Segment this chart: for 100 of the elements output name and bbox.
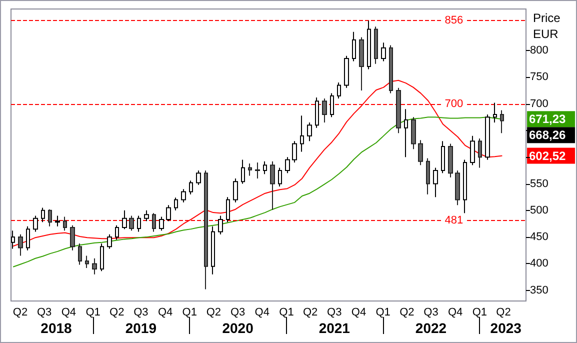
annotation: 671,23	[529, 112, 566, 126]
candlestick	[352, 31, 356, 62]
x-tick-label: Q2	[400, 306, 414, 318]
annotation: 602,52	[529, 148, 566, 163]
candlestick	[411, 116, 416, 150]
candlestick	[485, 114, 490, 160]
x-tick-label: Q2	[110, 306, 124, 318]
candlestick	[196, 170, 201, 186]
candlestick	[129, 215, 134, 232]
candlestick	[263, 160, 267, 175]
y-tick-label: 450	[530, 231, 548, 244]
x-tick-label: Q3	[327, 306, 342, 318]
candlestick	[255, 162, 260, 179]
x-tick-label: Q4	[61, 306, 76, 318]
candlestick	[448, 143, 453, 178]
candlestick	[396, 87, 401, 134]
x2-tick-label: 2022	[415, 320, 447, 336]
candlestick	[381, 42, 386, 62]
x-tick-label: Q3	[37, 306, 52, 318]
candlestick	[315, 96, 319, 128]
line-series	[12, 116, 503, 268]
candlestick	[478, 138, 482, 168]
x2-tick-label: 2020	[222, 320, 254, 336]
x2-tick-label: 2018	[40, 320, 72, 336]
y-tick-label: 800	[530, 44, 548, 57]
candlestick	[226, 196, 230, 223]
candlestick	[241, 159, 245, 184]
candlestick	[292, 140, 297, 163]
candlestick	[144, 210, 149, 222]
x-tick-label: Q2	[302, 306, 318, 318]
candlestick	[418, 140, 423, 166]
candlestick	[218, 215, 223, 235]
x2-tick-label: 2019	[125, 320, 157, 336]
x-tick-label: Q1	[182, 306, 197, 318]
x-tick-label: Q1	[86, 306, 100, 318]
candlestick	[18, 234, 23, 256]
candlestick	[11, 230, 15, 250]
y-axis-title: Price EUR	[533, 11, 561, 41]
candlestick	[359, 36, 364, 92]
x-tick-label: Q4	[448, 306, 463, 318]
candlestick	[270, 160, 275, 210]
candlestick	[137, 215, 141, 232]
candlestick	[204, 170, 208, 290]
candlestick	[189, 180, 193, 195]
candlestick	[248, 163, 252, 176]
candlestick	[493, 102, 497, 123]
y-tick-label: 350	[530, 284, 548, 296]
candlestick	[107, 234, 112, 250]
ref-line-label: 481	[444, 214, 464, 227]
candlestick	[233, 178, 238, 203]
candlestick	[344, 55, 349, 88]
y-tick-label: 700	[530, 98, 548, 110]
candlestick	[500, 110, 504, 134]
x-tick-label: Q2	[496, 306, 511, 318]
candlestick	[455, 170, 460, 206]
x-tick-label: Q4	[254, 306, 270, 318]
x-tick-label: Q3	[424, 306, 438, 318]
candlestick	[122, 210, 127, 230]
candlestick	[181, 188, 186, 203]
candlestick	[115, 224, 119, 240]
candlestick	[78, 242, 82, 266]
candlestick	[174, 197, 178, 211]
ref-line-label: 856	[444, 14, 464, 27]
candlestick	[278, 167, 282, 187]
x2-tick-label: 2021	[318, 320, 350, 336]
y-tick-label: 550	[530, 178, 548, 190]
candlestick	[330, 92, 334, 118]
candlestick	[307, 122, 312, 142]
candlestick	[322, 98, 327, 123]
y-tick-label: 400	[530, 258, 548, 270]
candlestick	[470, 135, 475, 166]
candlestick	[63, 216, 67, 232]
candlestick	[41, 207, 45, 223]
candlestick	[374, 26, 378, 64]
x-tick-label: Q2	[206, 306, 222, 318]
x2-tick-label: 2023	[490, 320, 522, 336]
x-tick-label: Q2	[12, 306, 28, 318]
x-tick-label: Q3	[230, 306, 246, 318]
x-tick-label: Q1	[376, 306, 390, 318]
candlestick	[404, 108, 408, 158]
candlestick	[70, 224, 75, 251]
x-tick-label: Q4	[351, 306, 366, 318]
annotation: 668,26	[529, 128, 566, 142]
candlestick	[441, 140, 445, 174]
candlestick	[389, 44, 393, 94]
y-tick-label: 750	[530, 71, 548, 84]
y-tick-label: 500	[530, 204, 548, 216]
candlestick	[426, 158, 430, 195]
ref-line-label: 700	[444, 98, 464, 110]
candlestick	[100, 242, 104, 272]
candlestick	[159, 216, 164, 232]
candlestick	[33, 215, 38, 232]
candlestick	[433, 167, 438, 198]
candlestick	[211, 226, 215, 275]
candlestick	[48, 208, 52, 227]
candlestick	[26, 226, 30, 251]
x-tick-label: Q3	[134, 306, 148, 318]
x-tick-label: Q1	[279, 306, 294, 318]
candlestick	[300, 115, 304, 152]
candlestick	[337, 82, 341, 100]
